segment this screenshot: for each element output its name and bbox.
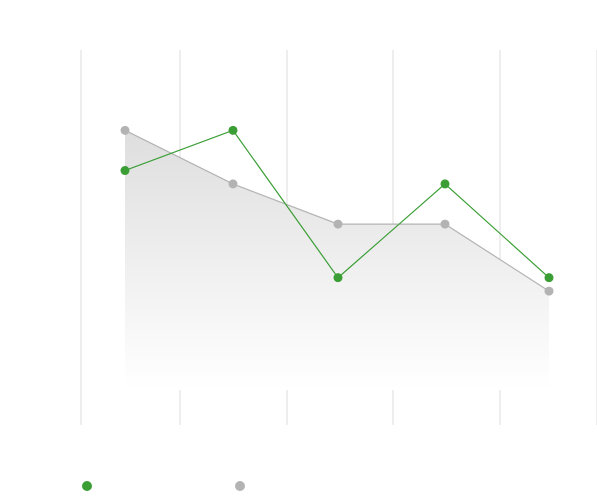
series-2-point-5 <box>544 286 554 296</box>
series-1-point-3 <box>333 273 343 283</box>
series-2-area <box>125 130 549 390</box>
series-2-point-4 <box>440 219 450 229</box>
series-2-point-2 <box>228 179 238 189</box>
data-points-layer <box>120 125 554 296</box>
legend <box>0 472 597 497</box>
series-1-point-4 <box>440 179 450 189</box>
legend-item-series-2[interactable] <box>235 480 251 492</box>
series-1-point-5 <box>544 273 554 283</box>
series-1-point-1 <box>120 166 130 176</box>
line-chart <box>80 50 597 425</box>
series-2-point-3 <box>333 219 343 229</box>
series-1-point-2 <box>228 125 238 135</box>
area-series-layer <box>125 130 549 390</box>
legend-item-series-1[interactable] <box>82 480 98 492</box>
legend-marker-gray-icon <box>235 481 245 491</box>
series-2-point-1 <box>120 125 130 135</box>
legend-marker-green-icon <box>82 481 92 491</box>
